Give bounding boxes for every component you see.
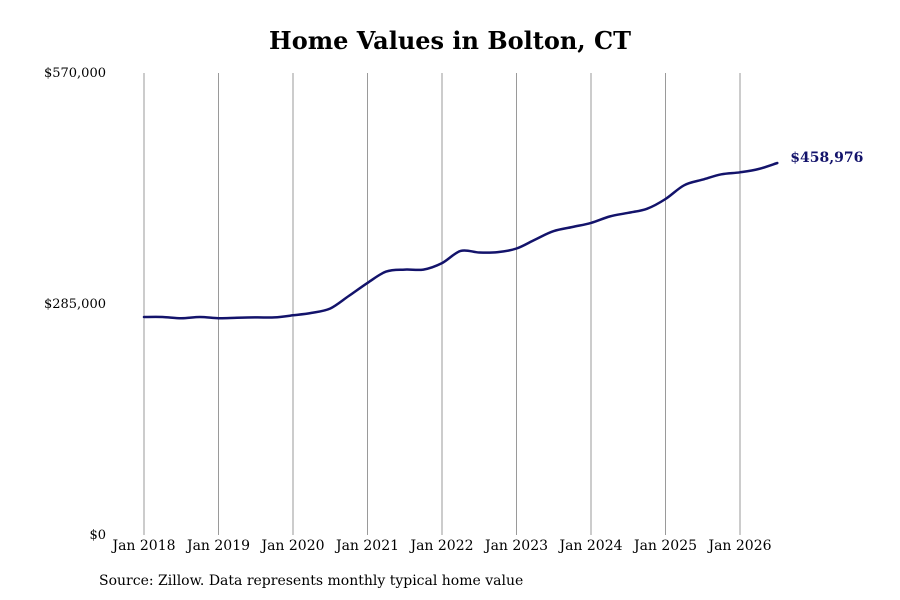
y-tick-label: $0	[89, 528, 106, 543]
x-tick-label: Jan 2024	[557, 538, 622, 554]
series-line	[142, 161, 779, 320]
x-tick-label: Jan 2020	[259, 538, 324, 554]
chart-title: Home Values in Bolton, CT	[269, 26, 631, 55]
x-tick-label: Jan 2026	[706, 538, 771, 554]
end-value-label: $458,976	[790, 150, 863, 166]
x-tick-label: Jan 2022	[408, 538, 473, 554]
x-tick-label: Jan 2021	[334, 538, 399, 554]
x-tick-label: Jan 2023	[483, 538, 548, 554]
x-tick-label: Jan 2025	[632, 538, 697, 554]
source-note: Source: Zillow. Data represents monthly …	[99, 573, 524, 589]
y-tick-label: $570,000	[44, 66, 106, 81]
x-tick-label: Jan 2018	[110, 538, 175, 554]
x-tick-label: Jan 2019	[185, 538, 250, 554]
y-tick-label: $285,000	[44, 297, 106, 312]
